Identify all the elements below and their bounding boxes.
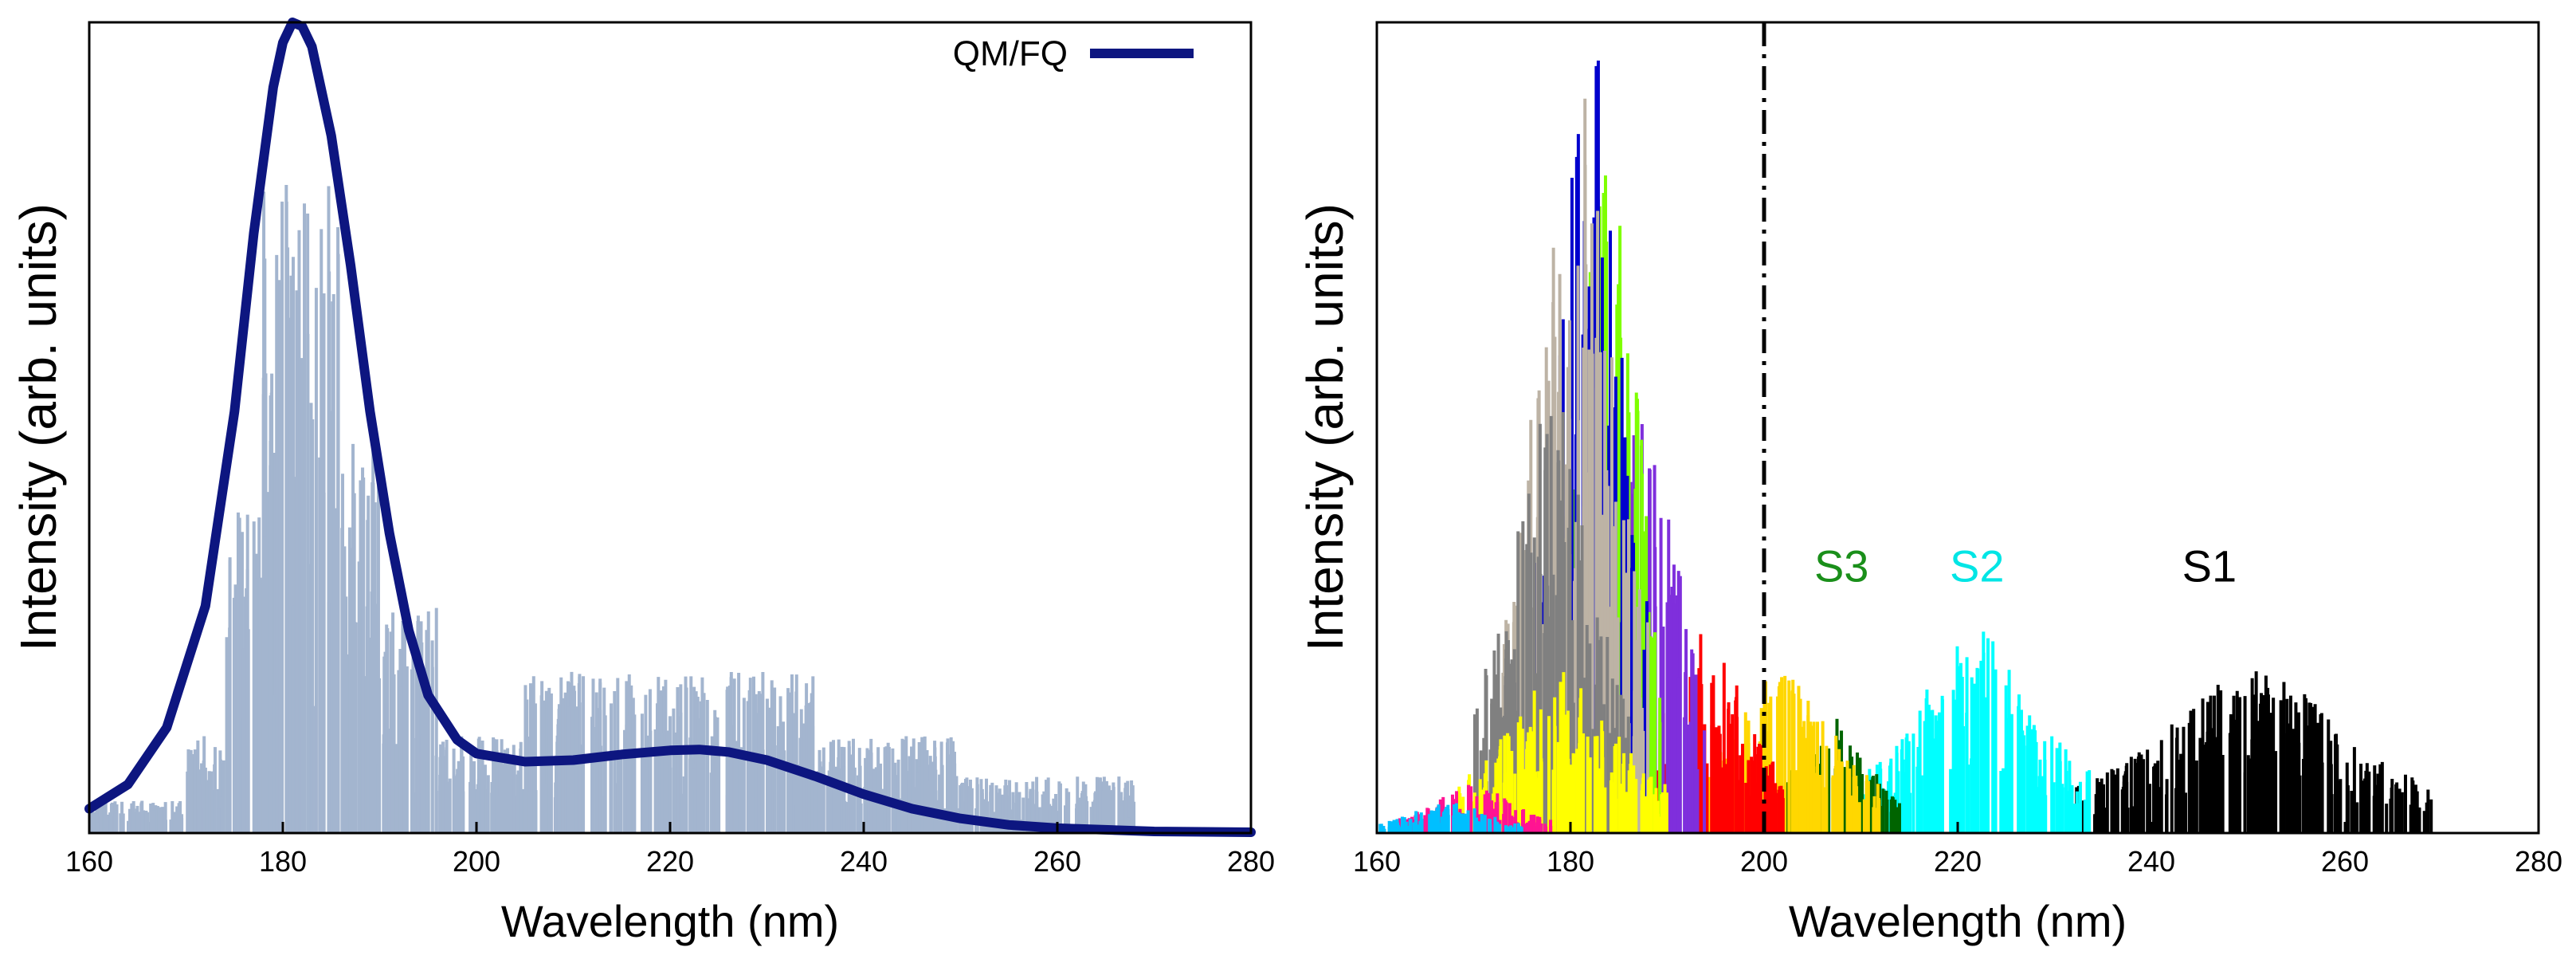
x-tick-label: 220 [1934, 845, 1982, 878]
series-line-qm-fq [84, 18, 1256, 837]
annotation-s2: S2 [1950, 541, 2005, 592]
annotation-s1: S1 [2182, 541, 2237, 592]
x-tick-label: 240 [2127, 845, 2175, 878]
x-tick-label: 280 [1227, 845, 1275, 878]
right-panel: 160 180 200 220 240 260 280 Wavelength (nm) In… [1296, 21, 2562, 946]
x-tick-label: 160 [65, 845, 113, 878]
x-tick-label: 180 [259, 845, 307, 878]
left-y-axis-label: Intensity (arb. units) [10, 203, 67, 651]
x-tick-label: 160 [1353, 845, 1401, 878]
x-tick-label: 200 [453, 845, 500, 878]
x-tick-label: 180 [1547, 845, 1594, 878]
annotation-s3: S3 [1814, 541, 1869, 592]
x-tick-label: 260 [2321, 845, 2369, 878]
left-x-ticks: 160 180 200 220 240 260 280 [65, 822, 1275, 878]
x-tick-label: 280 [2515, 845, 2562, 878]
left-curves [84, 18, 1256, 837]
left-panel: 160 180 200 220 240 260 280 Wavelength (nm) In… [10, 18, 1275, 946]
x-tick-label: 260 [1033, 845, 1081, 878]
right-state-bars [1378, 60, 2433, 833]
legend-label-qmfq: QM/FQ [953, 34, 1068, 73]
left-x-axis-label: Wavelength (nm) [501, 896, 839, 946]
right-x-ticks: 160 180 200 220 240 260 280 [1353, 822, 2562, 878]
state-annotations: S3 S2 S1 [1814, 541, 2237, 592]
right-x-axis-label: Wavelength (nm) [1789, 896, 2127, 946]
right-y-axis-label: Intensity (arb. units) [1296, 203, 1354, 651]
x-tick-label: 220 [646, 845, 694, 878]
x-tick-label: 240 [840, 845, 888, 878]
left-legend: QM/FQ [953, 34, 1194, 73]
x-tick-label: 200 [1740, 845, 1788, 878]
